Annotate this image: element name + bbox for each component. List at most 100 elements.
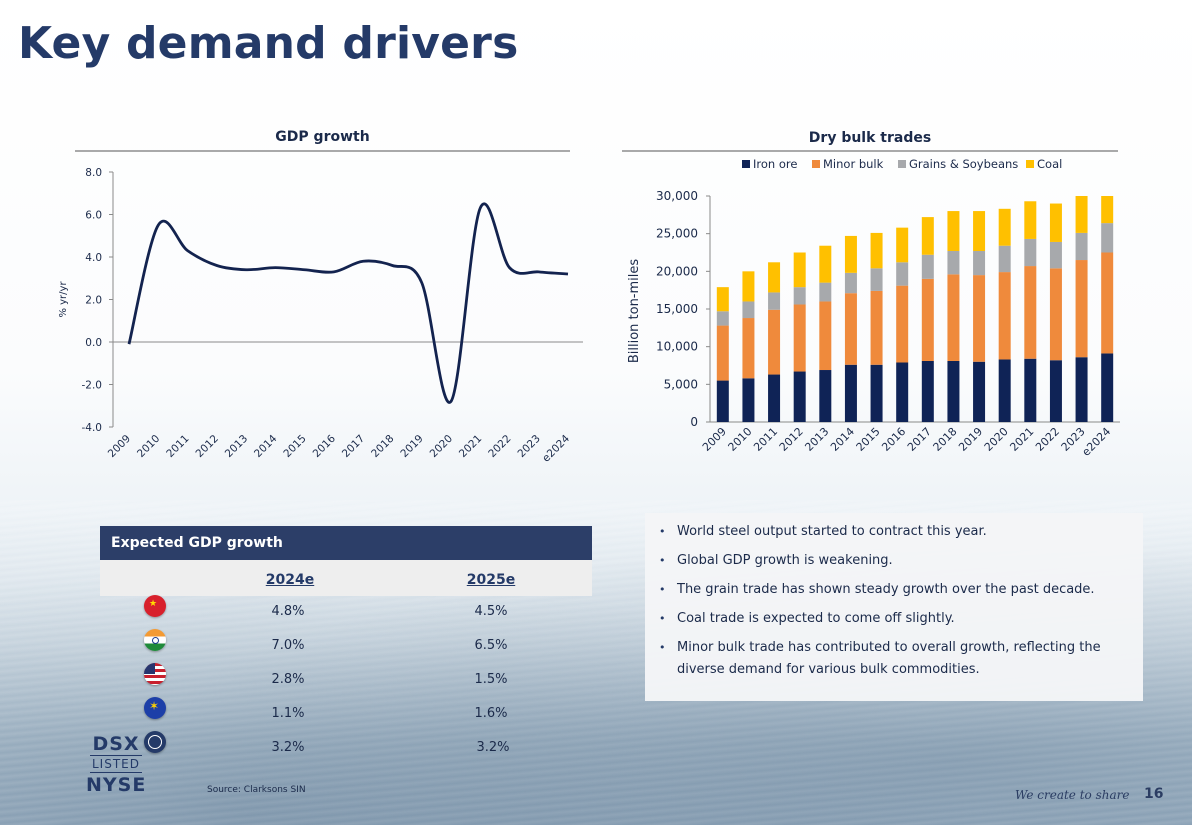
gdp-2024e-value: 1.1% [271,706,305,721]
bar-minor-bulk [1075,260,1088,358]
bullet-item: World steel output started to contract t… [659,521,1125,543]
x-tick-label: 2021 [1007,425,1036,454]
bar-grains-soybeans [716,311,729,326]
x-tick-label: 2020 [982,425,1011,454]
bar-grains-soybeans [973,250,986,276]
y-tick-label: 15,000 [656,302,698,316]
logo-line-3: NYSE [86,774,147,796]
bar-iron-ore [973,361,986,422]
bar-grains-soybeans [921,254,934,279]
bar-grains-soybeans [1024,238,1037,267]
bar-iron-ore [998,359,1011,422]
x-tick-label: 2009 [106,433,133,460]
legend-label: Grains & Soybeans [909,157,1018,171]
bar-minor-bulk [768,309,781,375]
bar-iron-ore [716,380,729,422]
bar-iron-ore [768,374,781,422]
tagline: We create to share [1015,788,1130,802]
x-tick-label: 2023 [1059,425,1088,454]
bar-minor-bulk [793,304,806,372]
bar-minor-bulk [742,318,755,379]
bar-grains-soybeans [870,268,883,291]
gdp-2025e-value: 1.5% [474,672,508,687]
x-tick-label: 2011 [164,433,191,460]
china-flag-icon [144,595,166,617]
y-tick-label: 0.0 [85,337,102,349]
x-tick-label: 2010 [135,433,162,460]
bar-minor-bulk [998,272,1011,360]
bar-coal [921,217,934,255]
x-tick-label: 2015 [854,425,883,454]
x-tick-label: 2019 [956,425,985,454]
bar-iron-ore [947,360,960,422]
bar-grains-soybeans [947,250,960,275]
x-tick-label: 2014 [252,432,280,460]
x-tick-label: e2024 [1080,425,1114,459]
us-flag-icon [144,663,166,685]
x-tick-label: 2012 [194,433,221,460]
gdp-2025e-value: 4.5% [474,604,508,619]
bar-iron-ore [1075,357,1088,422]
x-tick-label: 2017 [905,425,934,454]
gdp-2025e-value: 3.2% [476,740,510,755]
column-header-2024e: 2024e [265,572,315,588]
x-tick-label: 2017 [340,433,367,460]
y-tick-label: 30,000 [656,189,698,203]
x-tick-label: 2018 [931,425,960,454]
bar-minor-bulk [1024,266,1037,359]
bar-minor-bulk [896,285,909,363]
x-tick-label: 2015 [281,433,308,460]
bar-iron-ore [1024,358,1037,422]
gdp-2024e-value: 3.2% [271,740,305,755]
x-tick-label: 2014 [828,425,857,454]
bar-grains-soybeans [742,301,755,319]
logo-line-1: DSX [92,733,140,755]
bar-coal [870,232,883,269]
page-title: Key demand drivers [18,18,519,69]
x-tick-label: 2016 [311,432,339,460]
dry-bulk-chart-title: Dry bulk trades [808,130,932,146]
eu-flag-icon [144,697,166,719]
bar-coal [973,211,986,251]
bullet-item: Global GDP growth is weakening. [659,550,1125,572]
table-row: 4.8% 4.5% [100,595,592,630]
bar-grains-soybeans [998,245,1011,273]
table-row: 2.8% 1.5% [100,663,592,698]
bar-grains-soybeans [793,287,806,305]
bar-minor-bulk [870,290,883,365]
y-tick-label: -2.0 [82,380,103,392]
table-title: Expected GDP growth [100,526,592,560]
gdp-2025e-value: 1.6% [474,706,508,721]
x-tick-label: 2009 [700,425,729,454]
x-tick-label: 2016 [879,425,908,454]
y-tick-label: 10,000 [656,340,698,354]
x-tick-label: e2024 [540,432,572,464]
bar-minor-bulk [844,293,857,365]
x-tick-label: 2020 [428,433,455,460]
bar-coal [768,262,781,293]
globe-icon [144,731,166,753]
bar-coal [998,208,1011,246]
bar-coal [716,287,729,312]
bar-coal [1101,196,1114,224]
bar-minor-bulk [947,274,960,361]
y-tick-label: 5,000 [664,377,698,391]
y-tick-label: 6.0 [85,210,102,222]
x-tick-label: 2010 [726,425,755,454]
gdp-chart-title: GDP growth [275,129,370,145]
bar-coal [947,211,960,251]
table-row: 7.0% 6.5% [100,629,592,664]
y-tick-label: 4.0 [85,252,102,264]
bar-iron-ore [742,378,755,422]
bar-coal [819,245,832,283]
column-header-2025e: 2025e [466,572,516,588]
table-row: 1.1% 1.6% [100,697,592,732]
bullet-item: Minor bulk trade has contributed to over… [659,637,1125,681]
bullet-item: Coal trade is expected to come off sligh… [659,608,1125,630]
bar-iron-ore [793,371,806,422]
bar-grains-soybeans [1101,223,1114,253]
bar-iron-ore [896,362,909,422]
y-tick-label: 2.0 [85,295,102,307]
y-axis-label: % yr/yr [58,281,69,318]
y-tick-label: -4.0 [82,422,103,434]
